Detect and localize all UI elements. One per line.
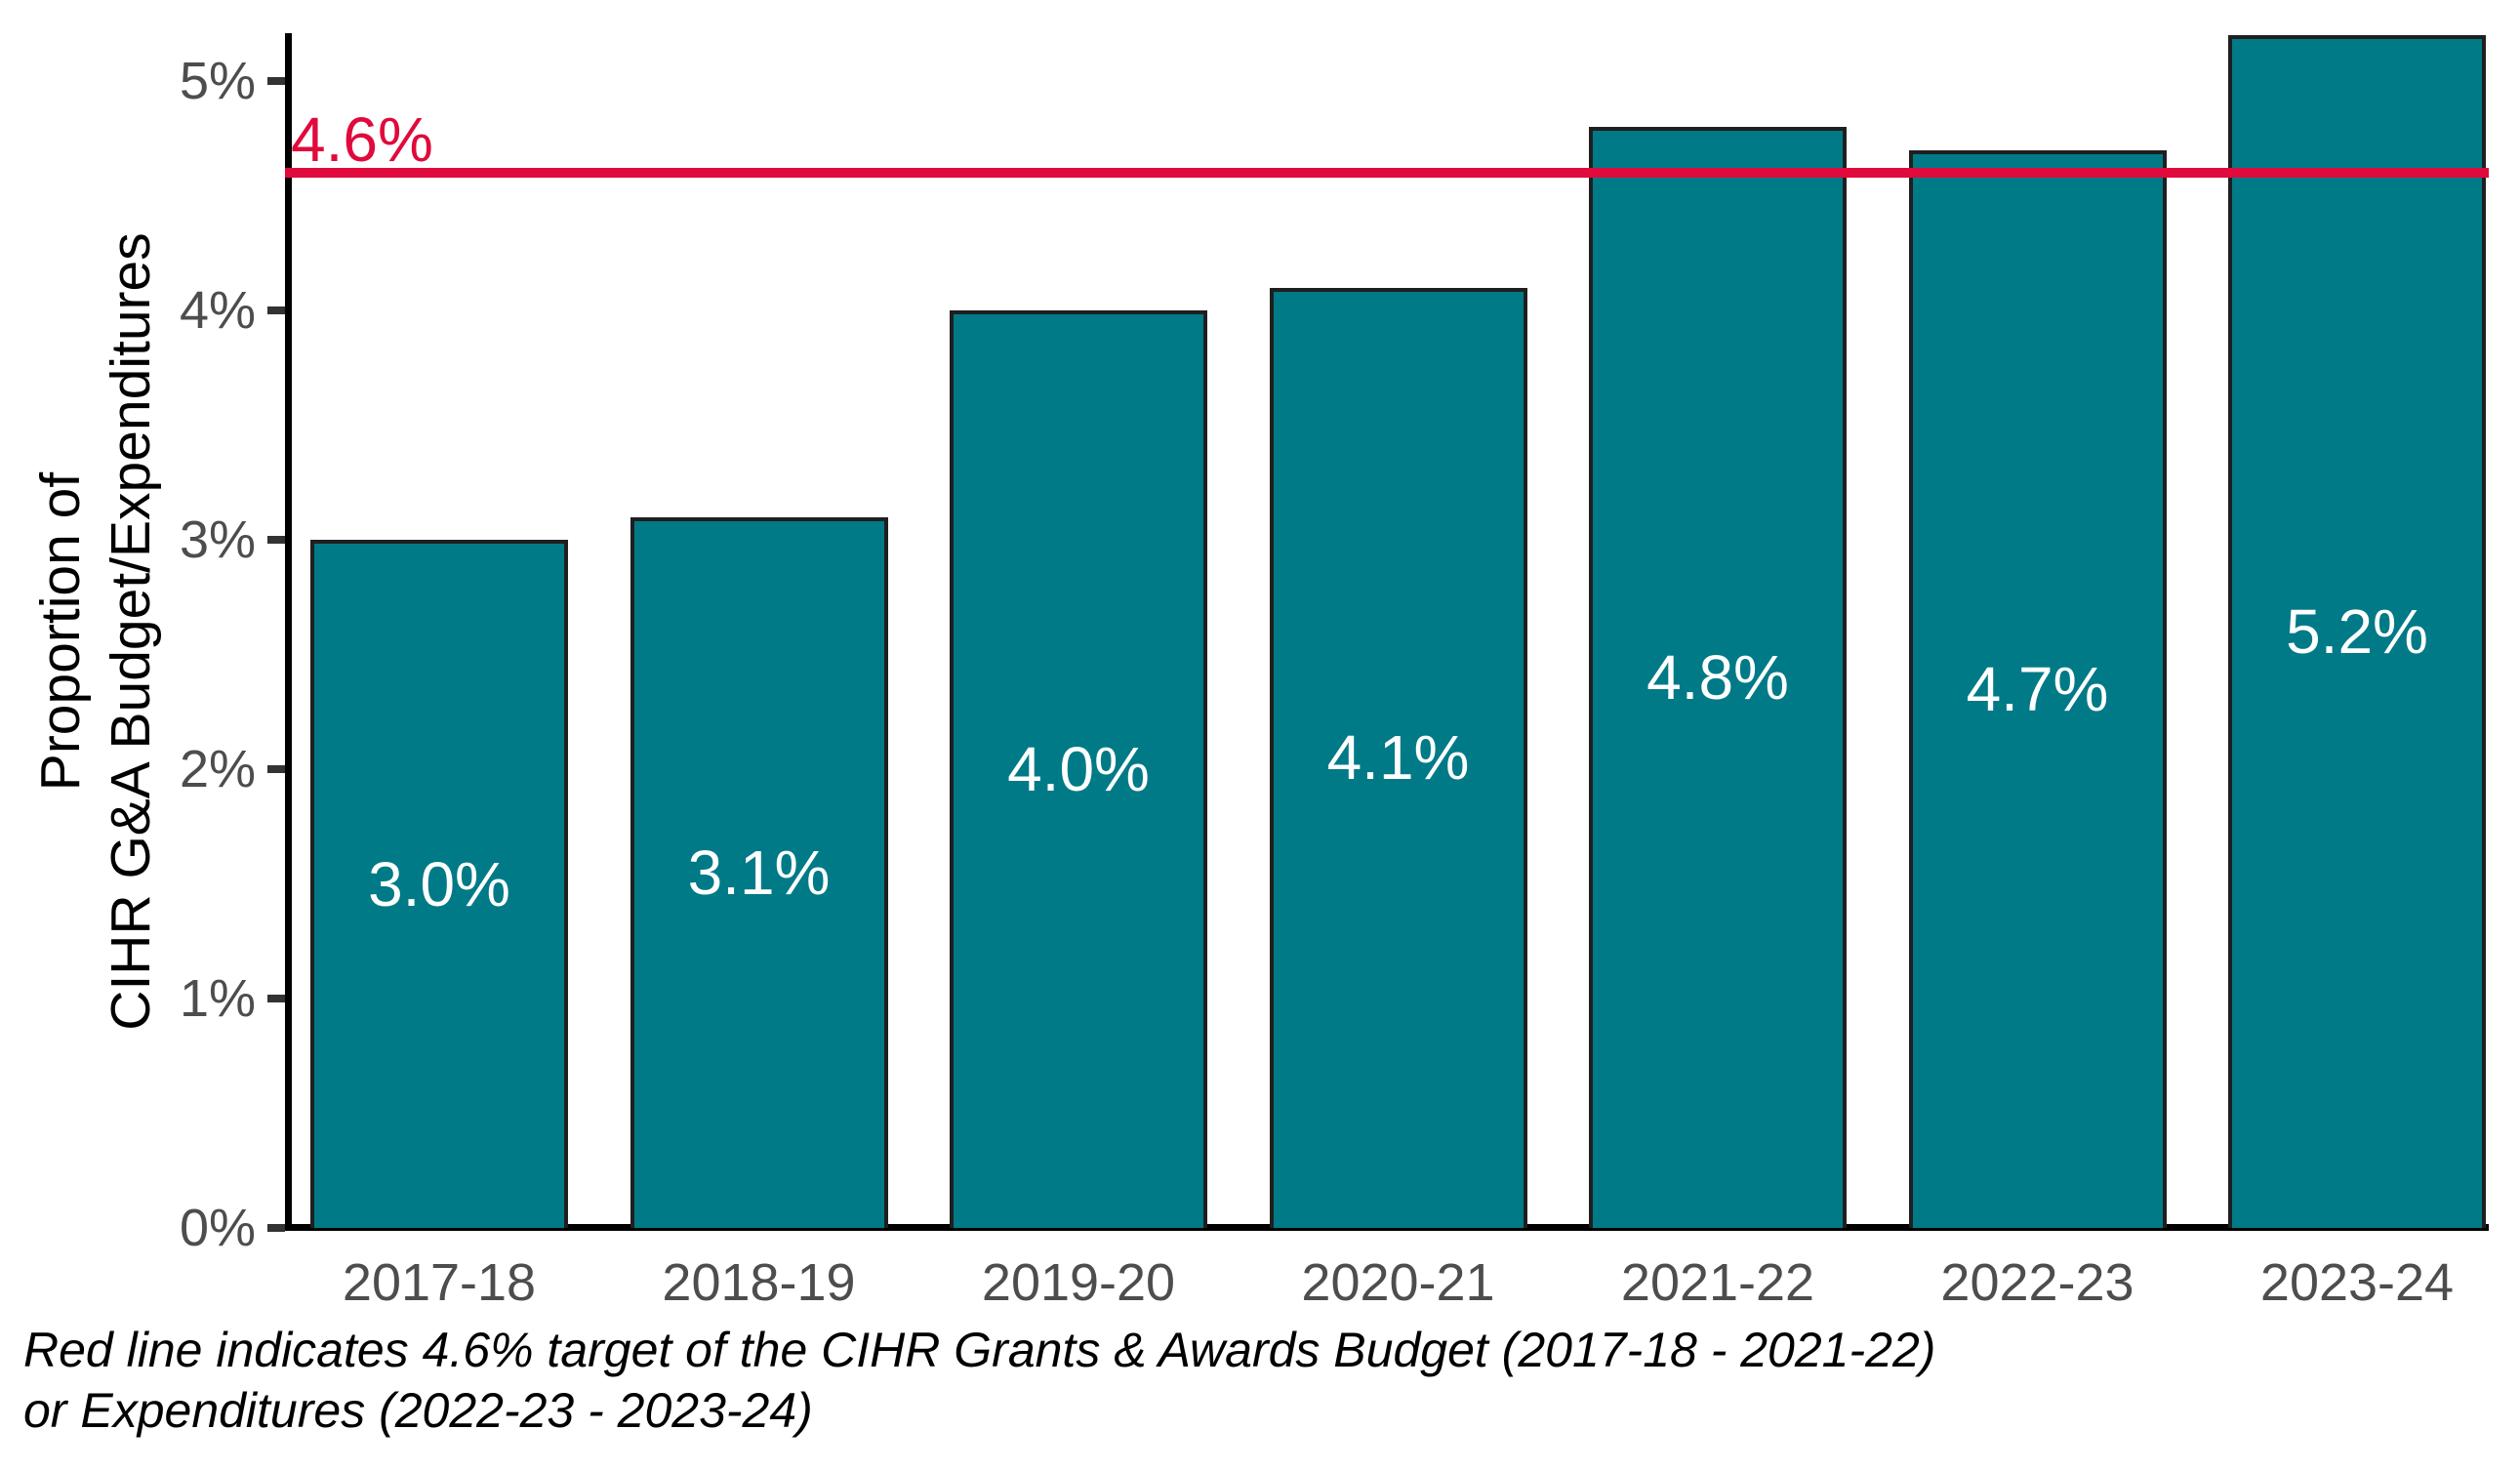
bar [1589,127,1847,1228]
y-tick-mark [267,536,285,544]
y-tick-mark [267,765,285,773]
bar-value-label: 4.8% [1646,642,1789,713]
y-tick-mark [267,995,285,1002]
bar [310,540,568,1228]
caption-line-2: or Expenditures (2022-23 - 2023-24) [23,1383,813,1438]
bar [1908,149,2167,1228]
bar [950,310,1207,1228]
y-tick-mark [267,77,285,85]
x-tick-label: 2019-20 [981,1253,1176,1312]
bar-value-label: 3.1% [687,837,831,908]
x-tick-label: 2023-24 [2259,1253,2455,1312]
x-tick-label: 2021-22 [1620,1253,1815,1312]
bar [2228,35,2486,1228]
bar-value-label: 4.1% [1326,722,1470,794]
y-tick-label: 5% [179,52,256,110]
y-tick-label: 3% [179,510,256,569]
x-tick-label: 2017-18 [342,1253,537,1312]
y-tick-label: 1% [179,969,256,1028]
y-tick-mark [267,1224,285,1232]
x-tick-label: 2022-23 [1940,1253,2134,1312]
y-axis-spine [285,33,292,1231]
caption-line-1: Red line indicates 4.6% target of the CI… [23,1323,1936,1377]
y-tick-label: 2% [179,740,256,798]
bar [630,516,888,1228]
target-line-label: 4.6% [291,104,433,175]
chart-caption: Red line indicates 4.6% target of the CI… [23,1320,1935,1441]
bar-value-label: 4.0% [1007,734,1150,804]
bar [1269,287,1527,1228]
bar-value-label: 3.0% [368,848,510,919]
x-tick-label: 2020-21 [1301,1253,1495,1312]
bar-value-label: 4.7% [1966,653,2109,724]
y-tick-mark [267,306,285,314]
y-tick-label: 0% [179,1199,256,1257]
bar-value-label: 5.2% [2286,596,2428,667]
x-tick-label: 2018-19 [662,1253,856,1312]
target-line [285,168,2489,178]
y-tick-label: 4% [179,281,256,340]
